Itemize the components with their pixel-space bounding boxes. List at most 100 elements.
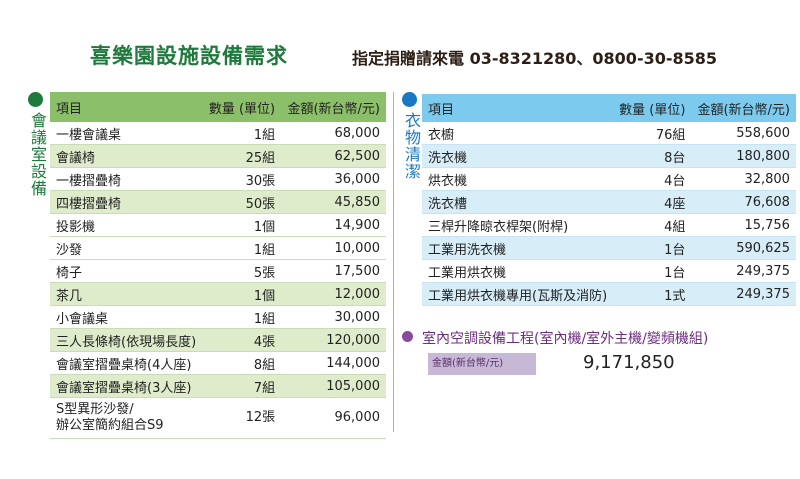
table-row: 衣櫥 76組 558,600	[422, 122, 796, 145]
amount-cell: 17,500	[281, 259, 386, 283]
qty-cell: 12張	[202, 397, 282, 439]
amount-cell: 32,800	[691, 167, 796, 191]
item-cell: 椅子	[50, 259, 203, 283]
table-row: 烘衣機 4台 32,800	[422, 167, 796, 191]
meeting-equipment-table: 項目 數量 (單位) 金額(新台幣/元) 一樓會議桌 1組 68,000 會議椅…	[50, 92, 386, 439]
table-row: 三桿升降晾衣桿架(附桿) 4組 15,756	[422, 213, 796, 237]
qty-cell: 8組	[202, 351, 282, 375]
amount-cell: 14,900	[281, 213, 386, 237]
table-row: 三人長條椅(依現場長度) 4張 120,000	[50, 328, 386, 352]
column-header-item: 項目	[422, 94, 614, 122]
amount-cell: 12,000	[281, 282, 386, 306]
table-row: 工業用洗衣機 1台 590,625	[422, 236, 796, 260]
item-cell: 一樓會議桌	[50, 122, 203, 145]
amount-cell: 144,000	[281, 351, 386, 375]
amount-cell: 76,608	[691, 190, 796, 214]
table-row: 工業用烘衣機專用(瓦斯及消防) 1式 249,375	[422, 282, 796, 306]
table-row: 會議室摺疊桌椅(4人座) 8組 144,000	[50, 351, 386, 375]
table-header-row: 項目 數量 (單位) 金額(新台幣/元)	[422, 94, 796, 122]
table-row: 洗衣機 8台 180,800	[422, 144, 796, 168]
item-cell: 洗衣機	[422, 144, 614, 168]
qty-cell: 4台	[613, 167, 692, 191]
table-row: 椅子 5張 17,500	[50, 259, 386, 283]
item-cell: 會議室摺疊桌椅(3人座)	[50, 374, 203, 398]
amount-cell: 120,000	[281, 328, 386, 352]
qty-cell: 1台	[613, 236, 692, 260]
section-divider	[393, 92, 394, 432]
table-row: 會議室摺疊桌椅(3人座) 7組 105,000	[50, 374, 386, 398]
amount-cell: 180,800	[691, 144, 796, 168]
laundry-section-label: 衣物清潔	[402, 112, 421, 180]
item-cell: 一樓摺疊椅	[50, 167, 203, 191]
item-cell: 烘衣機	[422, 167, 614, 191]
table-row: S型異形沙發/ 辦公室簡約組合S9 12張 96,000	[50, 397, 386, 439]
table-row: 一樓會議桌 1組 68,000	[50, 122, 386, 145]
qty-cell: 50張	[202, 190, 282, 214]
qty-cell: 5張	[202, 259, 282, 283]
table-row: 投影機 1個 14,900	[50, 213, 386, 237]
table-row: 會議椅 25組 62,500	[50, 144, 386, 168]
qty-cell: 8台	[613, 144, 692, 168]
item-cell: 洗衣槽	[422, 190, 614, 214]
column-header-amount: 金額(新台幣/元)	[281, 92, 386, 122]
section-dot-purple-icon	[402, 331, 413, 342]
item-cell: 沙發	[50, 236, 203, 260]
amount-cell: 15,756	[691, 213, 796, 237]
amount-cell: 590,625	[691, 236, 796, 260]
column-header-qty: 數量 (單位)	[613, 94, 692, 122]
table-row: 小會議桌 1組 30,000	[50, 305, 386, 329]
amount-cell: 10,000	[281, 236, 386, 260]
qty-cell: 76組	[613, 122, 692, 145]
qty-cell: 1台	[613, 259, 692, 283]
aircon-section-title: 室內空調設備工程(室內機/室外主機/變頻機組)	[422, 331, 709, 347]
item-cell: 三桿升降晾衣桿架(附桿)	[422, 213, 614, 237]
column-header-amount: 金額(新台幣/元)	[691, 94, 796, 122]
aircon-amount-label: 金額(新台幣/元)	[428, 353, 536, 375]
amount-cell: 68,000	[281, 122, 386, 145]
qty-cell: 1組	[202, 236, 282, 260]
item-cell: 工業用烘衣機專用(瓦斯及消防)	[422, 282, 614, 306]
section-dot-blue-icon	[402, 92, 417, 107]
table-row: 工業用烘衣機 1台 249,375	[422, 259, 796, 283]
item-cell: 會議室摺疊桌椅(4人座)	[50, 351, 203, 375]
amount-cell: 105,000	[281, 374, 386, 398]
qty-cell: 1組	[202, 122, 282, 145]
qty-cell: 1個	[202, 213, 282, 237]
qty-cell: 1個	[202, 282, 282, 306]
qty-cell: 4組	[613, 213, 692, 237]
column-header-item: 項目	[50, 92, 203, 122]
qty-cell: 4張	[202, 328, 282, 352]
amount-cell: 45,850	[281, 190, 386, 214]
table-header-row: 項目 數量 (單位) 金額(新台幣/元)	[50, 92, 386, 122]
meeting-section-label: 會議室設備	[28, 112, 47, 197]
table-row: 一樓摺疊椅 30張 36,000	[50, 167, 386, 191]
amount-cell: 36,000	[281, 167, 386, 191]
amount-cell: 249,375	[691, 259, 796, 283]
item-cell: 工業用洗衣機	[422, 236, 614, 260]
table-row: 四樓摺疊椅 50張 45,850	[50, 190, 386, 214]
table-row: 沙發 1組 10,000	[50, 236, 386, 260]
item-cell: 小會議桌	[50, 305, 203, 329]
item-cell: 工業用烘衣機	[422, 259, 614, 283]
item-line-1: S型異形沙發/	[56, 402, 134, 417]
amount-cell: 558,600	[691, 122, 796, 145]
item-cell: 衣櫥	[422, 122, 614, 145]
qty-cell: 4座	[613, 190, 692, 214]
amount-cell: 62,500	[281, 144, 386, 168]
qty-cell: 25組	[202, 144, 282, 168]
qty-cell: 30張	[202, 167, 282, 191]
page-title: 喜樂園設施設備需求	[90, 44, 288, 68]
qty-cell: 1式	[613, 282, 692, 306]
amount-cell: 30,000	[281, 305, 386, 329]
qty-cell: 7組	[202, 374, 282, 398]
item-cell: 茶几	[50, 282, 203, 306]
aircon-amount-value: 9,171,850	[583, 352, 675, 373]
column-header-qty: 數量 (單位)	[202, 92, 282, 122]
donation-contact: 指定捐贈請來電 03-8321280、0800-30-8585	[352, 49, 718, 68]
qty-cell: 1組	[202, 305, 282, 329]
item-cell: 投影機	[50, 213, 203, 237]
table-row: 洗衣槽 4座 76,608	[422, 190, 796, 214]
item-cell: 會議椅	[50, 144, 203, 168]
amount-cell: 249,375	[691, 282, 796, 306]
item-line-2: 辦公室簡約組合S9	[56, 418, 164, 433]
